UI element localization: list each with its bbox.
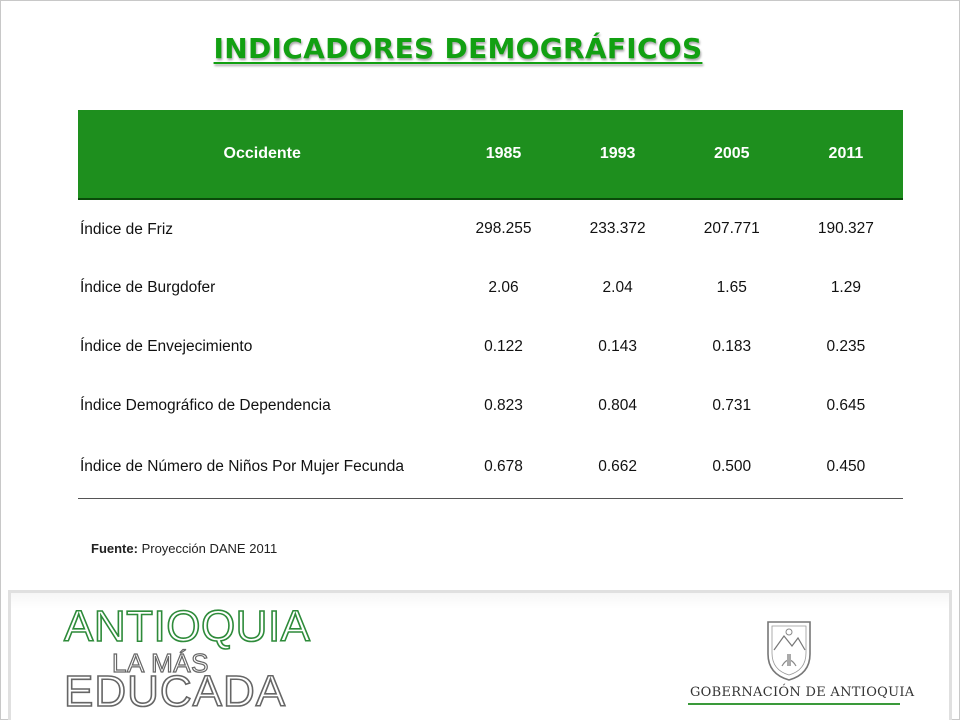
row-label: Índice de Burgdofer	[80, 279, 216, 296]
row-label: Índice de Envejecimiento	[80, 338, 253, 355]
header-year: 1985	[446, 110, 561, 200]
table-row: Índice de Friz 298.255 233.372 207.771 1…	[78, 199, 903, 258]
source-label: Fuente:	[91, 541, 138, 556]
table-row: Índice de Número de Niños Por Mujer Fecu…	[78, 435, 903, 499]
table-cell: 0.235	[826, 337, 866, 355]
table-cell: 0.450	[788, 435, 903, 499]
source-text: Proyección DANE 2011	[137, 541, 278, 556]
table-cell: 2.06	[488, 278, 519, 296]
logo-line: LA MÁS	[111, 647, 209, 678]
table-cell: 0.183	[712, 337, 752, 355]
table-row: Índice Demográfico de Dependencia 0.823 …	[78, 376, 903, 435]
row-label: Índice Demográfico de Dependencia	[80, 397, 331, 414]
table-cell: 0.122	[484, 337, 523, 355]
table-cell: 207.771	[703, 220, 760, 237]
indicators-table: Occidente 1985 1993 2005 2011 Índice de …	[78, 110, 903, 499]
footer-edge	[949, 590, 952, 720]
table-cell: 0.645	[826, 396, 866, 414]
page-title: INDICADORES DEMOGRÁFICOS	[213, 32, 703, 65]
logo-line: EDUCADA	[63, 666, 287, 717]
row-label: Índice de Friz	[80, 220, 174, 238]
government-label: GOBERNACIÓN DE ANTIOQUIA	[690, 685, 915, 700]
header-year: 1993	[560, 110, 675, 200]
row-label: Índice de Número de Niños Por Mujer Fecu…	[78, 435, 447, 499]
table-cell: 1.65	[716, 278, 747, 296]
coat-of-arms-icon	[767, 621, 811, 681]
table-cell: 298.255	[475, 220, 532, 237]
header-year: 2011	[788, 110, 903, 200]
table-cell: 1.29	[830, 278, 861, 296]
table-cell: 2.04	[602, 278, 633, 296]
footer-edge	[8, 590, 11, 720]
source-note: Fuente: Proyección DANE 2011	[91, 541, 277, 556]
header-year: 2005	[674, 110, 789, 200]
table-cell: 233.372	[589, 220, 646, 237]
government-underline	[688, 703, 900, 705]
table-cell: 0.143	[598, 337, 638, 355]
table-header-row: Occidente 1985 1993 2005 2011	[78, 110, 903, 200]
header-region: Occidente	[78, 110, 447, 200]
table-cell: 190.327	[817, 220, 874, 237]
table-row: Índice de Burgdofer 2.06 2.04 1.65 1.29	[78, 258, 903, 317]
table-cell: 0.662	[560, 435, 675, 499]
table-cell: 0.823	[484, 396, 523, 414]
table-cell: 0.804	[598, 396, 638, 414]
logo-line: ANTIOQUIA	[63, 601, 311, 652]
table-cell: 0.500	[674, 435, 789, 499]
table-cell: 0.731	[712, 396, 752, 414]
table-cell: 0.678	[446, 435, 561, 499]
table-row: Índice de Envejecimiento 0.122 0.143 0.1…	[78, 317, 903, 376]
